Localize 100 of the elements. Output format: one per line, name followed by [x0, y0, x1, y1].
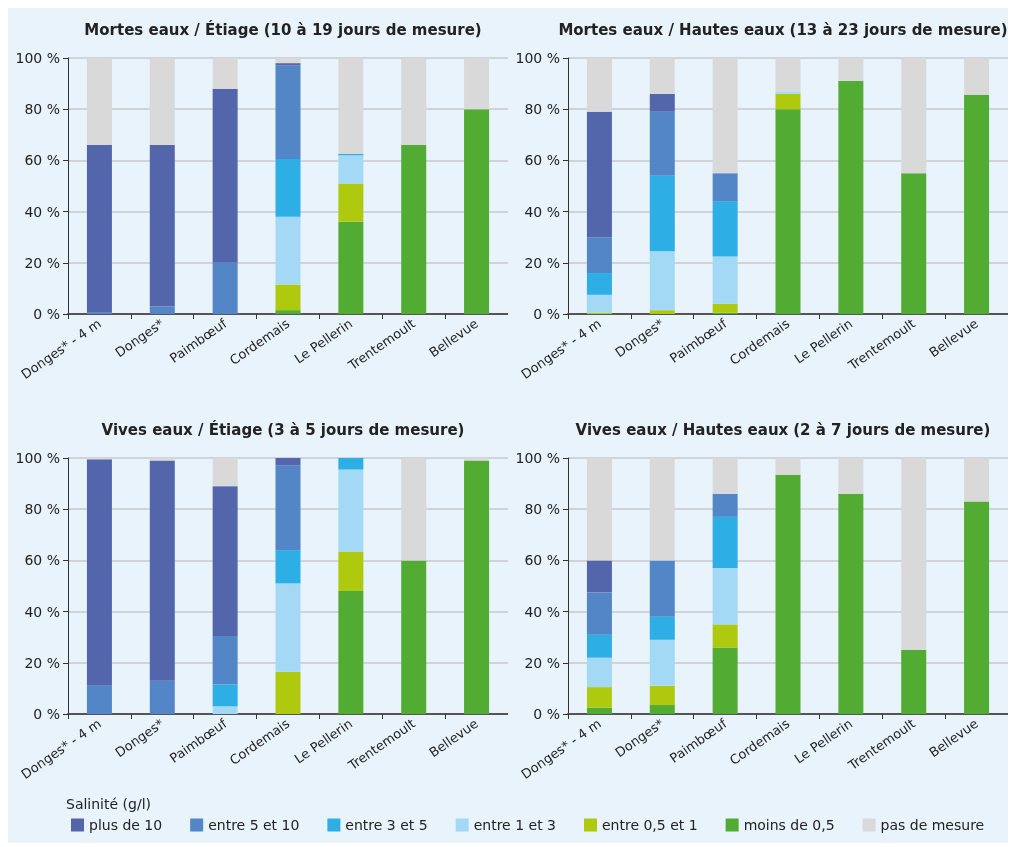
bar — [338, 591, 364, 714]
legend-label: entre 1 et 3 — [473, 817, 556, 833]
bar — [275, 284, 301, 311]
bar — [586, 657, 612, 688]
bar — [275, 465, 301, 551]
y-tick-label: 40 % — [24, 603, 60, 620]
bar — [149, 306, 175, 314]
bar — [212, 262, 238, 314]
bar — [586, 687, 612, 708]
bar — [586, 111, 612, 238]
chart-subtitle: (2 à 7 jours de mesure) — [793, 421, 991, 439]
y-tick-label: 100 % — [15, 50, 60, 66]
y-tick-label: 0 % — [33, 306, 60, 322]
bar — [649, 111, 675, 176]
bar — [775, 91, 801, 94]
bar — [275, 310, 301, 314]
bar — [712, 256, 738, 304]
bar — [338, 458, 364, 470]
bar — [275, 671, 301, 714]
legend-title: Salinité (g/l) — [66, 796, 151, 812]
y-tick-label: 40 % — [524, 603, 560, 620]
y-tick-label: 0 % — [33, 706, 60, 722]
bar — [212, 706, 238, 714]
bar — [275, 550, 301, 584]
bar — [586, 592, 612, 635]
bar — [775, 474, 801, 714]
y-tick-label: 20 % — [24, 654, 60, 671]
bar — [212, 635, 238, 685]
bar — [586, 273, 612, 295]
bar — [712, 493, 738, 517]
legend-label: entre 5 et 10 — [208, 817, 300, 833]
bar — [775, 93, 801, 110]
y-tick-label: 20 % — [524, 254, 560, 271]
chart-subtitle: (13 à 23 jours de mesure) — [789, 21, 1008, 39]
bar — [838, 81, 864, 314]
bar — [712, 201, 738, 257]
bar — [464, 109, 490, 314]
bar — [338, 551, 364, 592]
bar — [586, 634, 612, 658]
bar — [149, 680, 175, 714]
chart-title: Vives eaux / Étiage — [101, 420, 263, 439]
bar — [338, 221, 364, 314]
y-tick-label: 40 % — [24, 203, 60, 220]
bar — [712, 173, 738, 202]
y-tick-label: 80 % — [524, 101, 560, 118]
bar — [275, 63, 301, 66]
bar — [338, 155, 364, 184]
bar — [712, 647, 738, 714]
bar — [212, 88, 238, 263]
bar — [275, 65, 301, 160]
y-tick-label: 80 % — [24, 501, 60, 518]
bar — [649, 251, 675, 311]
bar — [649, 560, 675, 617]
bar — [649, 685, 675, 706]
bar — [86, 459, 112, 686]
chart-title: Mortes eaux / Hautes eaux — [558, 21, 785, 39]
legend-label: plus de 10 — [89, 817, 163, 833]
bar — [464, 460, 490, 714]
bar — [338, 469, 364, 552]
bar — [901, 173, 927, 314]
y-tick-label: 80 % — [24, 101, 60, 118]
bar — [712, 624, 738, 648]
bar — [338, 183, 364, 222]
bar — [586, 560, 612, 593]
bar — [212, 684, 238, 707]
bar — [649, 639, 675, 686]
y-tick-label: 100 % — [15, 450, 60, 466]
bar — [712, 303, 738, 313]
y-tick-label: 60 % — [24, 152, 60, 169]
chart-subtitle: (10 à 19 jours de mesure) — [263, 21, 482, 39]
bar — [586, 707, 612, 714]
bar — [964, 95, 990, 314]
legend-label: entre 3 et 5 — [345, 817, 428, 833]
bar — [712, 568, 738, 625]
y-tick-label: 80 % — [524, 501, 560, 518]
bar — [712, 516, 738, 569]
bar — [86, 145, 112, 313]
y-tick-label: 0 % — [533, 306, 560, 322]
y-tick-label: 100 % — [515, 50, 560, 66]
bar — [838, 493, 864, 714]
bar — [86, 685, 112, 714]
chart-subtitle: (3 à 5 jours de mesure) — [267, 421, 465, 439]
bar — [275, 216, 301, 285]
chart-title: Vives eaux / Hautes eaux — [575, 421, 789, 439]
y-tick-label: 0 % — [533, 706, 560, 722]
bar — [275, 159, 301, 217]
bar — [649, 705, 675, 714]
legend-label: pas de mesure — [880, 817, 985, 833]
bar — [901, 650, 927, 714]
legend-label: moins de 0,5 — [743, 817, 835, 833]
y-tick-label: 100 % — [515, 450, 560, 466]
bar — [649, 616, 675, 640]
bar — [649, 175, 675, 252]
bar — [401, 560, 427, 714]
y-tick-label: 20 % — [524, 654, 560, 671]
bar — [649, 93, 675, 112]
bar — [586, 294, 612, 313]
bar — [275, 583, 301, 672]
bar — [586, 237, 612, 274]
bar — [649, 310, 675, 314]
